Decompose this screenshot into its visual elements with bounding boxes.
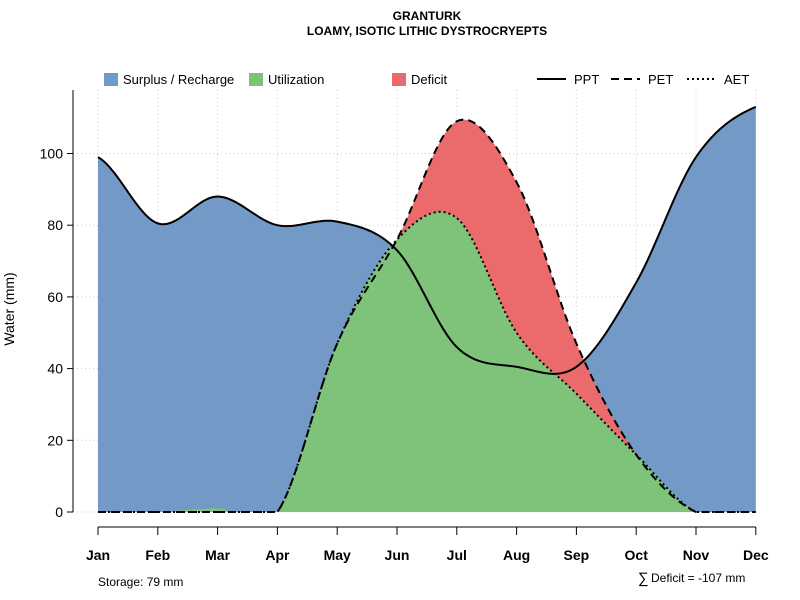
legend-label-surplus: Surplus / Recharge bbox=[123, 72, 234, 87]
y-tick-label-60: 60 bbox=[47, 289, 63, 305]
legend-swatch-utilization bbox=[249, 73, 263, 86]
x-tick-label-oct: Oct bbox=[625, 547, 649, 563]
x-tick-label-sep: Sep bbox=[564, 547, 590, 563]
legend-swatch-surplus bbox=[104, 73, 118, 86]
legend-label-ppt: PPT bbox=[574, 72, 599, 87]
deficit-sum-icon: ∑ bbox=[638, 570, 649, 587]
legend-swatch-deficit bbox=[392, 73, 406, 86]
legend-label-pet: PET bbox=[648, 72, 673, 87]
y-tick-label-40: 40 bbox=[47, 361, 63, 377]
series-lines bbox=[97, 105, 757, 513]
x-tick-label-mar: Mar bbox=[205, 547, 230, 563]
legend-label-aet: AET bbox=[724, 72, 749, 87]
x-tick-label-jan: Jan bbox=[86, 547, 110, 563]
x-tick-label-nov: Nov bbox=[683, 547, 710, 563]
x-tick-label-jun: Jun bbox=[385, 547, 410, 563]
legend: Surplus / Recharge Utilization Deficit P… bbox=[104, 72, 749, 87]
y-tick-label-20: 20 bbox=[47, 432, 63, 448]
chart-subtitle: LOAMY, ISOTIC LITHIC DYSTROCRYEPTS bbox=[307, 24, 547, 38]
area-utilization bbox=[98, 211, 756, 512]
y-tick-label-100: 100 bbox=[40, 146, 64, 162]
x-tick-label-feb: Feb bbox=[145, 547, 170, 563]
legend-label-utilization: Utilization bbox=[268, 72, 324, 87]
deficit-note: Deficit = -107 mm bbox=[651, 571, 745, 585]
x-tick-label-jul: Jul bbox=[447, 547, 467, 563]
x-tick-label-apr: Apr bbox=[265, 547, 290, 563]
y-axis-title: Water (mm) bbox=[1, 272, 17, 345]
legend-label-deficit: Deficit bbox=[411, 72, 448, 87]
x-tick-label-dec: Dec bbox=[743, 547, 769, 563]
areas bbox=[98, 106, 756, 513]
storage-note: Storage: 79 mm bbox=[98, 575, 183, 589]
chart-title: GRANTURK bbox=[393, 9, 462, 23]
axes: 0 20 40 60 80 100 Jan Feb Mar Apr May Jun Jul Aug Sep O… bbox=[40, 90, 769, 563]
x-tick-label-may: May bbox=[324, 547, 351, 563]
line-ppt bbox=[97, 105, 757, 375]
y-tick-label-80: 80 bbox=[47, 217, 63, 233]
x-tick-label-aug: Aug bbox=[503, 547, 530, 563]
y-tick-label-0: 0 bbox=[55, 504, 63, 520]
line-pet bbox=[98, 118, 756, 513]
line-aet bbox=[98, 210, 756, 513]
